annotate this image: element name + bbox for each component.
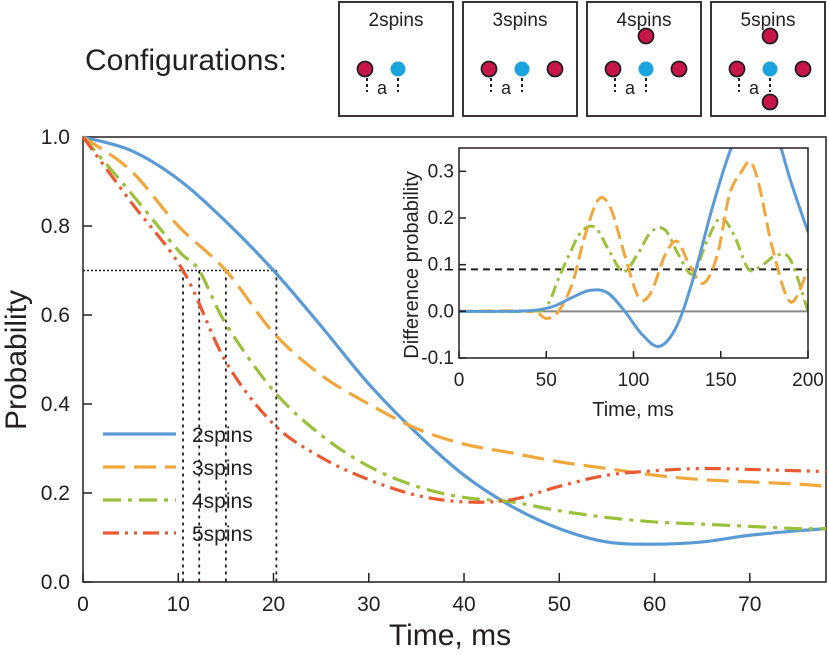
y-tick-label: 0.6 <box>41 304 70 327</box>
main-plot-frame <box>82 136 827 583</box>
neighbor-spin-up <box>761 27 779 45</box>
configuration-title: 2spins <box>369 10 424 31</box>
neighbor-spin-left <box>356 60 374 78</box>
spacing-label: a <box>625 78 636 98</box>
inset-y-axis-label: Difference probability <box>401 171 423 359</box>
configuration-title: 5spins <box>741 10 796 31</box>
configuration-panel-4spins: 4spins a <box>586 1 702 117</box>
inset-y-tick-label: 0.1 <box>428 255 454 276</box>
center-spin <box>390 61 406 77</box>
neighbor-spin-up <box>637 27 655 45</box>
neighbor-spin-right <box>670 60 688 78</box>
neighbor-spin-right <box>794 60 812 78</box>
legend-label-4spins: 4spins <box>192 490 253 513</box>
configuration-box <box>462 1 578 117</box>
neighbor-spin-left <box>728 60 746 78</box>
legend-label-2spins: 2spins <box>192 424 253 447</box>
legend: 2spins 3spins 4spins 5spins <box>103 424 253 546</box>
main-axis-ticks: 0 10 20 30 40 50 60 70 0.0 0.2 0.4 0.6 0.8 1.0 <box>41 126 762 616</box>
configuration-panel-2spins: 2spins a <box>338 1 454 117</box>
configurations-label: Configurations: <box>85 44 287 77</box>
inset-axis-ticks: 0 50 100 150 200 -0.1 0.0 0.1 0.2 0.3 <box>421 161 824 391</box>
configuration-title: 3spins <box>493 10 548 31</box>
y-tick-label: 0.0 <box>41 571 70 594</box>
inset-y-tick-label: 0.0 <box>428 301 454 322</box>
configuration-title: 4spins <box>617 10 672 31</box>
center-spin <box>638 61 654 77</box>
x-tick-label: 60 <box>643 593 666 616</box>
inset-chart: 0 50 100 150 200 -0.1 0.0 0.1 0.2 0.3 Time, ms Di… <box>401 147 824 421</box>
main-chart: 0 10 20 30 40 50 60 70 0.0 0.2 0.4 0.6 0.8 1.0 Time, … <box>0 126 827 652</box>
series-line-4spins <box>81 135 827 531</box>
main-x-axis-label: Time, ms <box>389 619 511 652</box>
inset-y-tick-label: -0.1 <box>421 348 454 369</box>
inset-series-lines <box>459 148 808 349</box>
series-line-3spins <box>82 135 827 488</box>
neighbor-spin-right <box>546 60 564 78</box>
configuration-panels: 2spins a 3spins a 4spins a 5spins a <box>338 1 826 117</box>
neighbor-spin-down <box>761 93 779 111</box>
legend-label-3spins: 3spins <box>192 457 253 480</box>
y-tick-label: 0.8 <box>41 215 70 238</box>
inset-series-line-4spins <box>459 216 808 314</box>
x-tick-label: 40 <box>452 593 475 616</box>
series-line-5spins <box>81 136 827 504</box>
configuration-box <box>338 1 454 117</box>
inset-y-tick-label: 0.2 <box>428 208 454 229</box>
spacing-label: a <box>501 78 512 98</box>
spacing-label: a <box>377 78 388 98</box>
x-tick-label: 10 <box>167 593 190 616</box>
inset-x-axis-label: Time, ms <box>592 399 673 421</box>
y-tick-label: 1.0 <box>41 126 70 149</box>
neighbor-spin-left <box>480 60 498 78</box>
spacing-label: a <box>749 78 760 98</box>
main-series-lines <box>81 135 827 546</box>
reference-lines <box>83 269 278 582</box>
x-tick-label: 20 <box>262 593 285 616</box>
x-tick-label: 0 <box>77 593 89 616</box>
inset-x-tick-label: 200 <box>792 370 824 391</box>
inset-y-tick-label: 0.3 <box>428 161 454 182</box>
x-tick-label: 50 <box>548 593 571 616</box>
y-tick-label: 0.2 <box>41 482 70 505</box>
inset-background <box>459 148 808 358</box>
configuration-panel-5spins: 5spins a <box>710 1 826 117</box>
x-tick-label: 30 <box>357 593 380 616</box>
inset-x-tick-label: 50 <box>536 370 557 391</box>
inset-series-line-3spins <box>459 160 808 320</box>
configuration-panel-3spins: 3spins a <box>462 1 578 117</box>
inset-x-tick-label: 100 <box>618 370 650 391</box>
neighbor-spin-left <box>604 60 622 78</box>
center-spin <box>514 61 530 77</box>
x-tick-label: 70 <box>738 593 761 616</box>
series-line-2spins <box>82 135 827 546</box>
configuration-box <box>586 1 702 117</box>
inset-x-tick-label: 150 <box>705 370 737 391</box>
y-tick-label: 0.4 <box>41 393 71 416</box>
legend-label-5spins: 5spins <box>192 523 253 546</box>
center-spin <box>762 61 778 77</box>
inset-x-tick-label: 0 <box>454 370 465 391</box>
main-y-axis-label: Probability <box>0 290 33 430</box>
inset-series-line-2spins <box>459 148 808 349</box>
